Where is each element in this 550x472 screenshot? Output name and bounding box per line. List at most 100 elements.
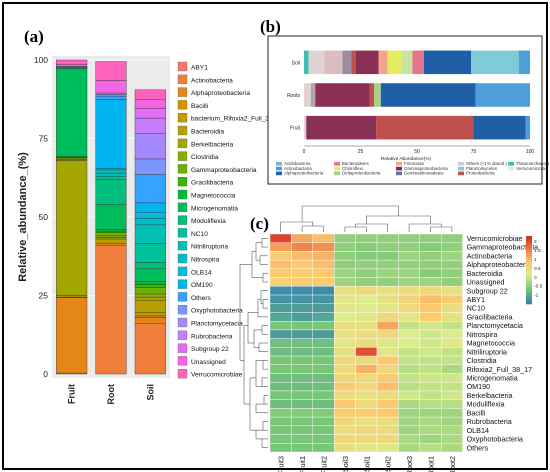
panel-c-heatmap-cell xyxy=(355,329,378,339)
panel-c-heatmap-cell xyxy=(398,443,420,453)
panel-c-heatmap-cell xyxy=(334,321,356,331)
panel-a-bar-segment-gammaproteobacteria xyxy=(134,287,166,295)
panel-a-legend-label: Clostridia xyxy=(191,154,219,161)
panel-c-heatmap-cell xyxy=(334,303,356,313)
panel-c-heatmap-cell xyxy=(398,399,420,409)
panel-c-heatmap: VerrucomicrobiaeGammaproteobacteriaActin… xyxy=(239,205,543,472)
panel-c-row-label: Unassigned xyxy=(467,278,505,287)
panel-a-legend-swatch xyxy=(177,343,188,353)
panel-c-heatmap-cell xyxy=(376,286,399,296)
panel-c-heatmap-cell xyxy=(419,443,442,453)
panel-c-heatmap-cell xyxy=(441,355,463,365)
panel-c-heatmap-cell xyxy=(269,233,292,243)
panel-c-heatmap-cell xyxy=(269,251,292,261)
panel-b-x-tick-label: 25 xyxy=(358,149,364,155)
panel-c-heatmap-cell xyxy=(355,303,378,313)
panel-a-bar-segment-others xyxy=(95,95,127,100)
panel-a-bar-segment-planctomycetacia xyxy=(95,92,127,95)
panel-a-bar-segment-actinobacteria xyxy=(95,245,127,375)
panel-a-legend-swatch xyxy=(177,215,188,225)
panel-b-bar-segment-others-1-abund xyxy=(308,50,325,75)
panel-b-bar-segment-proteobacteria xyxy=(369,83,375,107)
panel-b-bar-segment-actinobacteria xyxy=(525,115,530,140)
panel-c-heatmap-cell xyxy=(441,443,463,453)
panel-b-bar-segment-proteobacteria xyxy=(351,50,356,75)
panel-c-heatmap-cell xyxy=(398,268,420,278)
panel-b-bar-segment-chloroflexi xyxy=(387,50,402,75)
panel-c-row-label: Alphaproteobacteria xyxy=(467,260,531,269)
panel-a-bar-segment-moduliflexia xyxy=(95,179,127,205)
panel-a-bar-segment-microgenomatia xyxy=(134,268,166,282)
panel-c-color-scale-step xyxy=(526,284,532,287)
panel-c-heatmap-cell xyxy=(398,434,420,444)
panel-b-x-tick-label: 50 xyxy=(414,149,420,155)
panel-c-heatmap-cell xyxy=(398,355,420,365)
panel-c-heatmap-cell xyxy=(419,434,442,444)
panel-a-bar-segment-clostridia xyxy=(134,293,166,298)
panel-c-row-label: Moduliflexia xyxy=(467,400,505,409)
panel-c-heatmap-cell xyxy=(312,390,335,400)
panel-c-heatmap-cell xyxy=(376,364,399,374)
panel-b-legend-label: Alphaproteobacteria xyxy=(284,171,324,176)
panel-c-heatmap-cell xyxy=(334,277,356,287)
panel-b-legend-label: Acidobacteria xyxy=(284,161,311,166)
panel-a-bar-segment-olb14 xyxy=(95,168,127,171)
panel-c-color-scale-step xyxy=(526,280,532,283)
panel-a-bar-segment-clostridia xyxy=(95,235,127,238)
panel-c-heatmap-cell xyxy=(355,251,378,261)
panel-b-bar-segment-others-1-abund xyxy=(304,115,307,140)
panel-a-bar-segment-nc10 xyxy=(95,175,127,180)
panel-c-column-label: Root3 xyxy=(405,456,414,472)
panel-c-color-scale-step xyxy=(526,286,532,289)
panel-c-heatmap-cell xyxy=(312,259,335,270)
panel-c-column-label: Fruit3 xyxy=(277,456,286,472)
panel-a-legend-label: Planctomycetacia xyxy=(191,321,243,328)
panel-c-heatmap-cell xyxy=(291,259,313,270)
panel-b-legend-label: Gemmatimonadetes xyxy=(404,171,444,176)
panel-a-bar-segment-bacilli xyxy=(134,315,166,318)
panel-b-legend-label: Others (<1% abund.) xyxy=(466,161,507,166)
panel-a-legend-label: Berkelbacteria xyxy=(191,141,233,148)
panel-a-legend-swatch xyxy=(177,266,188,276)
panel-c-heatmap-cell xyxy=(269,355,292,365)
panel-a-bar-segment-subgroup-22 xyxy=(134,108,166,119)
panel-c-heatmap-cell xyxy=(398,312,420,322)
panel-c-heatmap-cell xyxy=(376,382,399,392)
panel-a-legend-swatch xyxy=(177,87,188,97)
panel-b-legend-swatch xyxy=(396,166,402,171)
panel-a-bar-segment-bacteroidia xyxy=(56,295,88,298)
panel-a-bar-segment-gracilibacteria xyxy=(95,230,127,233)
panel-a-legend-label: Subgroup 22 xyxy=(191,346,229,353)
panel-c-heatmap-cell xyxy=(355,233,378,243)
panel-c-heatmap-cell xyxy=(269,416,292,427)
panel-c-color-scale-step xyxy=(526,246,532,249)
panel-c-heatmap-cell xyxy=(441,286,463,296)
panel-c-heatmap-cell xyxy=(376,390,399,400)
panel-c-heatmap-cell xyxy=(441,390,463,400)
panel-c-heatmap-cell xyxy=(291,338,313,348)
panel-c-heatmap-cell xyxy=(376,251,399,261)
panel-a-bar-segment-nitrospira xyxy=(95,169,127,174)
panel-c-heatmap-cell xyxy=(376,347,399,357)
panel-c-heatmap-cell xyxy=(334,251,356,261)
panel-b-bar-segment-acidobacteria xyxy=(324,50,343,75)
panel-a-stacked-bar-chart: 0 25 50 75 100 Fruit Root Soil Relative_abunda… xyxy=(17,55,284,405)
panel-c-heatmap-cell xyxy=(355,443,378,453)
panel-c-heatmap-cell xyxy=(355,259,378,270)
panel-c-color-scale-step xyxy=(526,248,532,251)
panel-c-color-scale-step xyxy=(526,268,532,271)
panel-c-heatmap-cell xyxy=(355,277,378,287)
panel-a-legend-swatch xyxy=(177,125,188,136)
panel-c-heatmap-cell xyxy=(441,268,463,278)
panel-b-legend-swatch xyxy=(334,162,340,166)
panel-a-bar-segment-bacterium-rifoxia2-full-38-17 xyxy=(134,312,166,317)
panel-b-legend-swatch xyxy=(276,162,282,166)
panel-a-legend-swatch xyxy=(177,138,188,148)
panel-c-heatmap-cell xyxy=(312,286,335,296)
panel-c-heatmap-cell xyxy=(419,355,442,365)
panel-c-heatmap-cell xyxy=(441,329,463,339)
panel-c-column-label: Root1 xyxy=(427,456,436,472)
panel-c-heatmap-cell xyxy=(312,268,335,278)
panel-c-heatmap-cell xyxy=(269,268,292,278)
panel-c-color-scale-step xyxy=(526,236,532,239)
